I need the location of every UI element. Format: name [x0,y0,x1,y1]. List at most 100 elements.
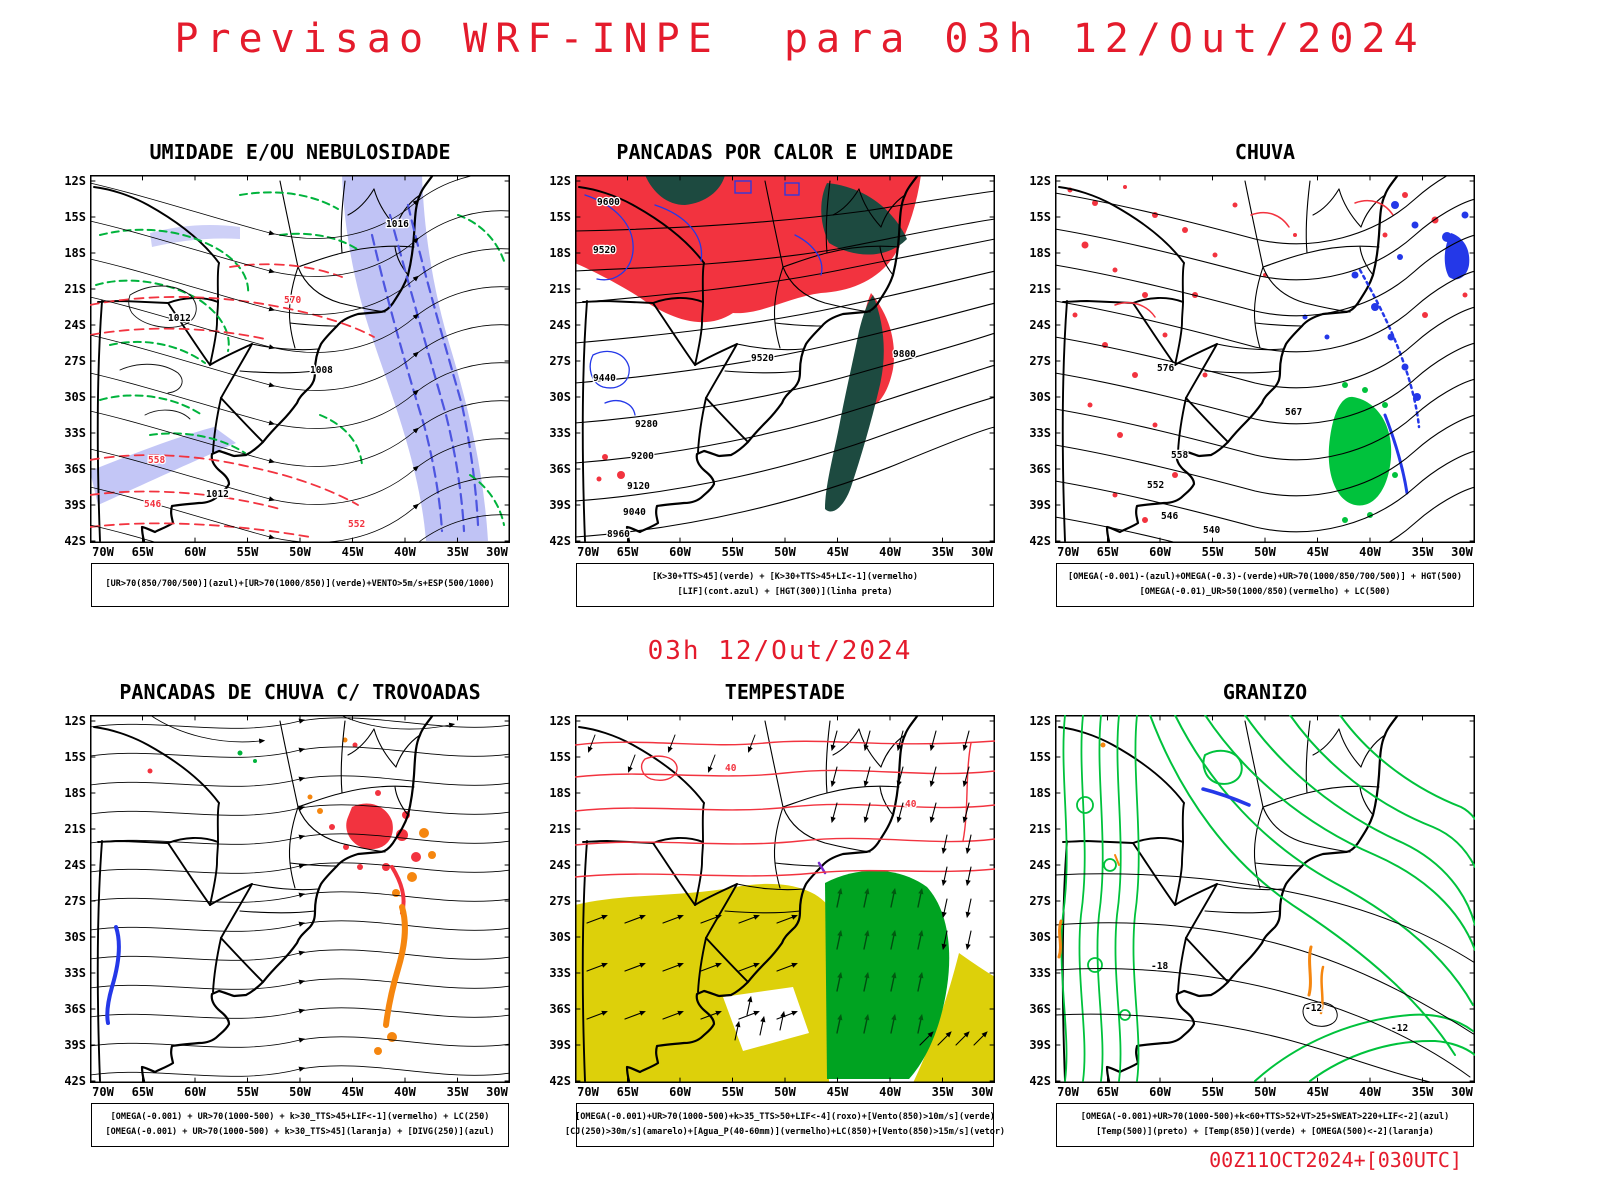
map-fill-layer [1067,185,1470,523]
lat-tick-label: 15S [64,210,86,224]
lat-tick-label: 33S [64,426,86,440]
lon-tick-label: 55W [1201,545,1224,559]
lon-tick-label: 30W [1451,1085,1473,1099]
panel-title-pancadas-calor: PANCADAS POR CALOR E UMIDADE [616,140,954,164]
lat-tick-label: 42S [64,1074,86,1088]
map-frame-pancadas-calor: 9600 9520 9800 9520 9440 9280 9200 9120 9040 8960… [549,174,995,559]
lon-tick-label: 50W [774,1085,796,1099]
map-label-layer: 9600 9520 9800 9520 9440 9280 9200 9120 9040 8960 [592,196,918,542]
lat-tick-label: 39S [549,1038,571,1052]
lat-tick-label: 27S [1029,354,1051,368]
panel-title-tempestade: TEMPESTADE [724,680,846,704]
lon-tick-label: 40W [394,545,416,559]
caption-line: [Temp(500)](preto) + [Temp(850)](verde) … [1096,1127,1434,1137]
lat-tick-label: 12S [1029,174,1051,188]
map-fill-layer [575,175,921,512]
lat-tick-label: 12S [64,714,86,728]
contour-label: 9520 [751,353,774,364]
lat-tick-label: 27S [549,894,571,908]
panel-pancadas-calor: PANCADAS POR CALOR E UMIDADE 9600 9520 980… [535,140,1005,620]
lon-axis: 70W 65W 60W 55W 50W 45W 40W 35W 30W [575,544,995,560]
lon-tick-label: 70W [92,545,114,559]
panel-trovoadas: PANCADAS DE CHUVA C/ TROVOADAS 12S 15S 18S… [50,680,520,1160]
contour-label: 9520 [593,245,616,256]
run-timestamp-label: 00Z11OCT2024+[030UTC] [1209,1148,1462,1172]
caption-line: [UR>70(850/700/500)](azul)+[UR>70(1000/8… [105,579,495,590]
lon-axis: 70W 65W 60W 55W 50W 45W 40W 35W 30W [1055,1084,1475,1100]
lon-tick-label: 30W [971,545,993,559]
lat-tick-label: 15S [64,750,86,764]
lat-tick-label: 21S [64,282,86,296]
map-field-layer [1055,175,1475,543]
contour-label: 1016 [386,219,409,230]
panel-title-umidade: UMIDADE E/OU NEBULOSIDADE [149,140,451,164]
lon-tick-label: 30W [971,1085,993,1099]
map-pancadas-calor: 9600 9520 9800 9520 9440 9280 9200 9120 9040 8960 [575,175,995,543]
panel-granizo: GRANIZO -18 -12 -12 12S 15S 18S 21S 24S 27S 30S 3… [1015,680,1485,1160]
lon-tick-label: 45W [1306,545,1329,559]
lat-tick-label: 39S [549,498,571,512]
lon-tick-label: 65W [131,1085,154,1099]
lat-tick-label: 27S [1029,894,1051,908]
lon-tick-label: 70W [577,1085,599,1099]
caption-trovoadas: [OMEGA(-0.001) + UR>70(1000-500) + k>30_… [91,1103,509,1147]
map-geography-layer [575,715,995,1083]
lon-tick-label: 55W [236,545,259,559]
lon-tick-label: 35W [1411,1085,1434,1099]
lat-tick-label: 12S [549,714,571,728]
lat-tick-label: 36S [64,462,86,476]
lon-tick-label: 55W [236,1085,259,1099]
lat-tick-label: 33S [64,966,86,980]
caption-line: [LIF](cont.azul) + [HGT(300)](linha pret… [677,587,893,597]
caption-line: [CJ(250)>30m/s](amarelo)+[Agua_P(40-60mm… [564,1127,1006,1137]
lon-tick-label: 65W [616,1085,639,1099]
contour-label: 558 [1171,450,1188,461]
lat-tick-label: 15S [1029,750,1051,764]
map-frame-chuva: 576 567 558 552 546 540 12S 15S 18S 21S 24S 27S 30S… [1029,174,1475,559]
lat-tick-label: 15S [1029,210,1051,224]
lon-tick-label: 40W [879,1085,901,1099]
map-fill-layer [575,870,995,1083]
lon-tick-label: 35W [931,1085,954,1099]
lat-tick-label: 33S [1029,966,1051,980]
lat-tick-label: 39S [1029,498,1051,512]
lon-tick-label: 55W [721,1085,744,1099]
map-granizo: -18 -12 -12 [1055,715,1475,1083]
map-label-layer: 40 40 [724,762,918,812]
lon-tick-label: 70W [1057,1085,1079,1099]
caption-chuva: [OMEGA(-0.001)-(azul)+OMEGA(-0.3)-(verde… [1056,563,1474,607]
contour-label: 9440 [593,373,616,384]
contour-label: 570 [284,295,301,306]
map-geography-layer [1055,715,1475,1083]
lat-tick-label: 39S [64,1038,86,1052]
lat-tick-label: 21S [64,822,86,836]
lat-tick-label: 42S [1029,1074,1051,1088]
lat-tick-label: 15S [549,210,571,224]
contour-label: -12 [1391,1023,1408,1034]
lon-tick-label: 70W [577,545,599,559]
lat-tick-label: 24S [549,858,571,872]
contour-label: -12 [1305,1003,1322,1014]
center-datetime-label: 03h 12/Out/2024 [647,636,913,666]
lat-tick-label: 36S [64,1002,86,1016]
lat-tick-label: 24S [64,318,86,332]
contour-label: 540 [1203,525,1220,536]
lon-tick-label: 40W [879,545,901,559]
panel-chuva: CHUVA 576 567 558 552 546 540 12S 15S 18S 21S 24S… [1015,140,1485,620]
lat-tick-label: 24S [1029,318,1051,332]
lon-tick-label: 60W [184,1085,206,1099]
caption-line: [OMEGA(-0.001) + UR>70(1000-500) + k>30_… [110,1111,490,1122]
lon-tick-label: 30W [486,1085,508,1099]
lat-tick-label: 24S [1029,858,1051,872]
panel-umidade: UMIDADE E/OU NEBULOSIDADE 1016 1012 570 100… [50,140,520,620]
map-label-layer: 1016 1012 570 1008 558 546 1012 552 [143,218,411,532]
lon-tick-label: 30W [486,545,508,559]
contour-label: 9040 [623,507,646,518]
lon-tick-label: 35W [1411,545,1434,559]
map-geography-layer [1055,175,1475,543]
lat-tick-label: 42S [549,1074,571,1088]
contour-label: 558 [148,455,165,466]
contour-label: 40 [725,763,737,774]
caption-line: [OMEGA(-0.01)_UR>50(1000/850)(vermelho) … [1139,587,1391,597]
